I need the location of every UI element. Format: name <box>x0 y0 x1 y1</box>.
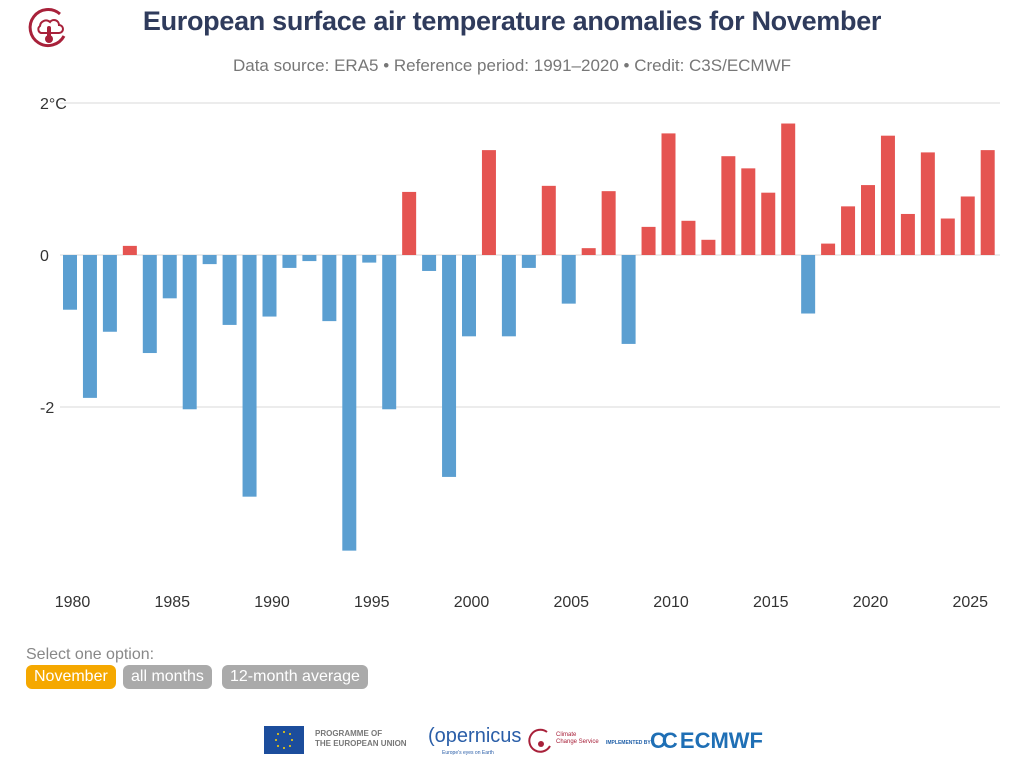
bar <box>880 135 895 255</box>
copernicus-text: opernicus <box>434 725 522 747</box>
bar <box>382 255 397 410</box>
c3s-line1: Climate <box>556 732 577 738</box>
bar <box>462 255 476 337</box>
bar <box>781 123 796 256</box>
ecmwf-logo: CC ECMWF <box>650 728 763 753</box>
bar <box>82 255 97 398</box>
bar <box>242 255 257 497</box>
bar <box>681 220 696 255</box>
chart-title: European surface air temperature anomali… <box>142 6 882 36</box>
bar <box>801 255 816 314</box>
bar <box>741 168 756 255</box>
bar <box>761 192 776 255</box>
bar <box>960 196 975 255</box>
bar <box>481 150 496 255</box>
bar <box>541 185 556 255</box>
bar <box>63 255 77 310</box>
ecmwf-text: ECMWF <box>679 728 763 753</box>
bar <box>442 255 457 477</box>
eu-line1: PROGRAMME OF <box>315 729 383 738</box>
bar <box>940 218 955 255</box>
chart-subtitle: Data source: ERA5 • Reference period: 19… <box>232 56 792 75</box>
x-tick-label: 2015 <box>753 594 789 611</box>
bar <box>701 239 716 255</box>
x-tick-label: 1995 <box>354 594 390 611</box>
bar <box>142 255 157 354</box>
c3s-logo-icon <box>528 728 551 753</box>
bar <box>102 255 117 332</box>
eu-line2: THE EUROPEAN UNION <box>315 739 407 748</box>
x-tick-label: 1980 <box>55 594 91 611</box>
bar <box>282 255 297 268</box>
bar <box>561 255 576 304</box>
x-tick-label: 2005 <box>553 594 589 611</box>
bar <box>601 191 616 255</box>
implemented-by-text: IMPLEMENTED BY <box>606 740 651 746</box>
bar <box>721 156 736 255</box>
bar <box>302 255 317 262</box>
copernicus-logo: (opernicus <box>428 725 522 747</box>
bar <box>861 185 875 255</box>
bar <box>521 255 536 268</box>
x-tick-label: 1990 <box>254 594 290 611</box>
copernicus-tagline: Europe's eyes on Earth <box>442 750 494 756</box>
bar <box>262 255 277 317</box>
bar <box>342 255 357 551</box>
eu-flag-icon <box>264 726 304 754</box>
option-12-month-average-button[interactable]: 12-month average <box>222 665 368 689</box>
bar <box>661 133 676 255</box>
options-label: Select one option: <box>26 646 155 663</box>
c3s-line2: Change Service <box>556 739 599 745</box>
c3s-text: Climate Change Service <box>556 732 599 746</box>
bar <box>322 255 337 322</box>
bar <box>900 213 915 255</box>
y-tick-label: 2°C <box>40 96 67 113</box>
bar <box>920 152 935 255</box>
x-tick-label: 2010 <box>653 594 689 611</box>
bar <box>581 248 596 255</box>
footer-logos: PROGRAMME OF THE EUROPEAN UNION (opernicu… <box>0 724 1024 758</box>
option-november-button[interactable]: November <box>26 665 116 689</box>
bar <box>202 255 217 265</box>
y-tick-label: 0 <box>40 248 49 265</box>
bar <box>362 255 377 263</box>
bar <box>841 206 856 255</box>
bar <box>182 255 197 410</box>
bar <box>162 255 177 299</box>
bar <box>501 255 516 337</box>
option-all-months-button[interactable]: all months <box>123 665 212 689</box>
x-tick-label: 2020 <box>853 594 889 611</box>
bar <box>222 255 237 325</box>
bar <box>821 243 836 255</box>
y-tick-label: -2 <box>40 400 54 417</box>
bar <box>980 150 995 255</box>
bar <box>621 255 636 344</box>
c3s-thermometer-logo <box>28 8 66 47</box>
x-tick-label: 1985 <box>154 594 190 611</box>
x-tick-label: 2025 <box>952 594 988 611</box>
bar <box>122 245 137 255</box>
eu-programme-text: PROGRAMME OF THE EUROPEAN UNION <box>315 729 407 749</box>
bar-chart: 2°C 0 -2 1980 1985 1990 1995 2000 2005 2010 2015 20… <box>40 96 1000 611</box>
bar <box>402 191 417 255</box>
x-tick-label: 2000 <box>454 594 490 611</box>
bar <box>641 226 656 255</box>
bar <box>422 255 437 271</box>
